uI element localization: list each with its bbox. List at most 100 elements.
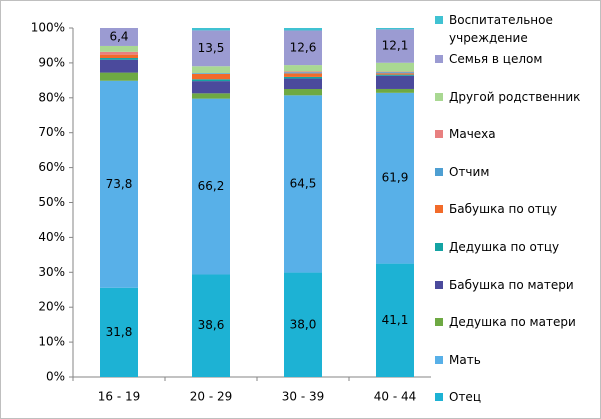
bar-segment (192, 73, 230, 80)
legend-item: Семья в целом (433, 50, 599, 68)
bar-segment (192, 81, 230, 94)
data-label: 66,2 (198, 179, 225, 193)
bar-segment (192, 93, 230, 99)
bar-segment (100, 287, 138, 377)
bar-segment (376, 88, 414, 93)
y-tick-label: 20% (38, 300, 65, 314)
data-label: 6,4 (109, 29, 128, 43)
data-label: 61,9 (382, 171, 409, 185)
legend-swatch (435, 205, 443, 214)
legend-item: Бабушка по матери (433, 276, 599, 294)
legend-item: Дедушка по отцу (433, 238, 599, 256)
bar-segment (192, 98, 230, 275)
legend-label: Отчим (449, 164, 490, 179)
legend-swatch (435, 318, 443, 327)
bar-segment (192, 274, 230, 377)
y-tick-label: 10% (38, 335, 65, 349)
bar-segment (376, 263, 414, 377)
legend-item: Отец (433, 388, 599, 406)
legend-label: Мачеха (449, 127, 496, 142)
legend-item: Мачеха (433, 125, 599, 143)
legend-item: Другой родственник (433, 88, 599, 106)
bar-segment (100, 54, 138, 59)
data-label: 38,0 (290, 317, 317, 331)
legend-label: Семья в целом (449, 52, 543, 66)
legend-label: Мать (449, 352, 481, 367)
y-tick-label: 100% (31, 21, 65, 35)
bar-segment (376, 75, 414, 89)
x-tick-label: 16 - 19 (98, 390, 141, 404)
bar-segment (100, 72, 138, 81)
data-label: 12,1 (382, 39, 409, 53)
x-tick-label: 30 - 39 (282, 390, 325, 404)
bar-segment (192, 30, 230, 67)
data-label: 73,8 (106, 177, 133, 191)
data-label: 64,5 (290, 176, 317, 190)
bar-segment (100, 28, 138, 46)
legend-swatch (435, 55, 443, 63)
y-tick-label: 0% (46, 370, 65, 384)
bar-segment (284, 78, 322, 90)
legend-swatch (435, 130, 443, 139)
bar-segment (192, 79, 230, 82)
y-tick-label: 30% (38, 265, 65, 279)
bar-segment (284, 65, 322, 72)
bar-segment (192, 73, 230, 74)
bar-segment (376, 74, 414, 76)
bar-segment (100, 58, 138, 60)
bar-segment (284, 28, 322, 31)
legend-item: Бабушка по отцу (433, 200, 599, 218)
plot: 0% 10% 20% 30% 40% 50% 60% 70% 80% 90% 100% 16 - 19… (31, 21, 431, 404)
bar-segment (376, 29, 414, 63)
data-label: 13,5 (198, 41, 225, 55)
bar-segment (192, 66, 230, 74)
data-label: 41,1 (382, 313, 409, 327)
bar-segment (376, 28, 414, 30)
legend-swatch (435, 243, 443, 251)
bar-segment (376, 92, 414, 264)
legend-label: Другой родственник (449, 89, 581, 104)
legend-swatch (435, 16, 443, 24)
bar-segment (376, 72, 414, 74)
y-tick-label: 40% (38, 230, 65, 244)
data-label: 31,8 (106, 325, 133, 339)
bar-segment (284, 76, 322, 79)
legend-label: Дедушка по матери (449, 315, 576, 330)
legend-swatch (435, 280, 443, 289)
bar-segment (284, 30, 322, 66)
bar-segment (284, 89, 322, 96)
legend-swatch (435, 92, 443, 101)
bar-segment (284, 272, 322, 377)
legend-label: Отец (449, 390, 481, 405)
y-tick-label: 70% (38, 125, 65, 139)
legend-swatch (435, 393, 443, 402)
bar-segment (376, 62, 414, 72)
bar-segment (284, 72, 322, 74)
bar-segment (100, 80, 138, 288)
y-tick-label: 90% (38, 55, 65, 69)
x-tick-label: 20 - 29 (190, 390, 233, 404)
bar-segment (284, 95, 322, 273)
y-tick-label: 50% (38, 195, 65, 209)
legend-label: Воспитательное учреждение (449, 13, 553, 45)
bar-segment (284, 73, 322, 77)
bar-segment (100, 45, 138, 52)
bar-segment (284, 71, 322, 73)
legend-label: Бабушка по отцу (449, 202, 558, 217)
bar-segment (376, 73, 414, 75)
legend-swatch (435, 355, 443, 364)
data-label: 12,6 (290, 40, 317, 54)
legend-item: Воспитательное учреждение (433, 11, 599, 47)
bar-segment (192, 28, 230, 31)
legend-label: Бабушка по матери (449, 277, 574, 292)
legend-label: Дедушка по отцу (449, 240, 560, 254)
legend-item: Мать (433, 351, 599, 369)
legend-item: Отчим (433, 163, 599, 181)
bar-segment (376, 71, 414, 73)
legend-swatch (435, 167, 443, 176)
y-tick-label: 60% (38, 160, 65, 174)
y-tick-label: 80% (38, 90, 65, 104)
data-label: 38,6 (198, 318, 225, 332)
x-tick-label: 40 - 44 (374, 390, 417, 404)
